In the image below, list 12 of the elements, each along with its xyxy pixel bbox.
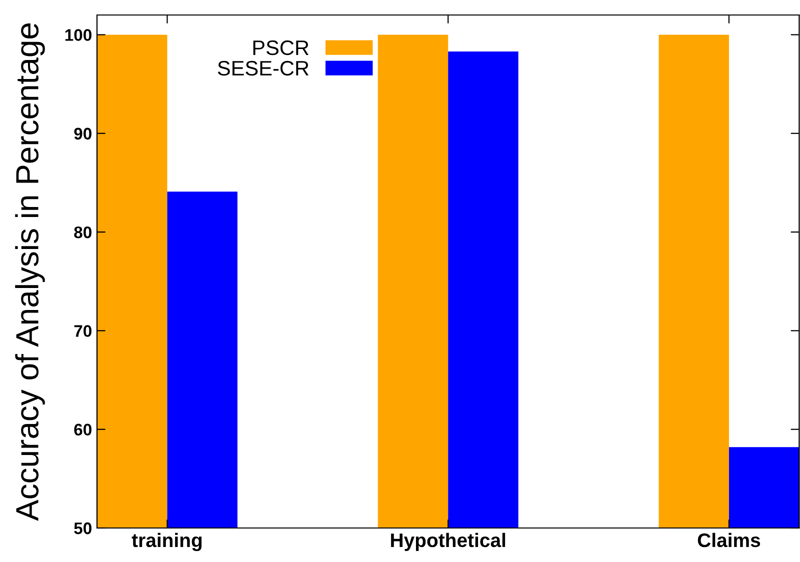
y-axis-title: Accuracy of Analysis in Percentage <box>15 23 45 521</box>
y-tick-label: 100 <box>65 29 92 41</box>
y-tick-label: 60 <box>74 424 92 436</box>
legend-label: PSCR <box>253 40 309 56</box>
y-tick-label: 50 <box>74 522 92 534</box>
x-tick-label: Claims <box>698 532 760 548</box>
x-tick-label: training <box>132 532 202 552</box>
y-tick-label: 90 <box>74 128 92 140</box>
legend-label: SESE-CR <box>218 60 309 76</box>
y-tick-label: 70 <box>74 325 92 337</box>
x-tick-label: Hypothetical <box>391 532 506 551</box>
y-tick-label: 80 <box>74 226 92 238</box>
